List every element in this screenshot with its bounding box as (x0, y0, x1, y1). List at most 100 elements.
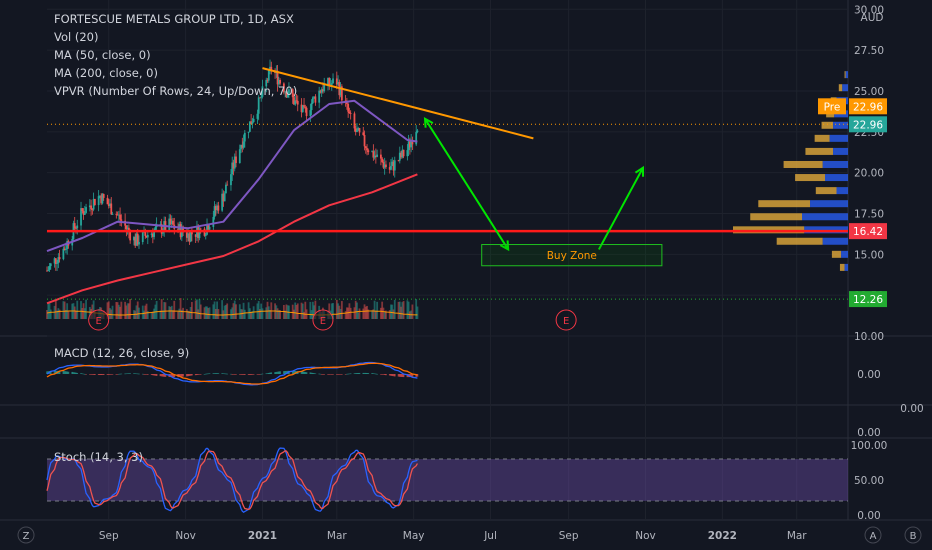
candle-body (250, 121, 253, 124)
macd-histogram-bar (72, 372, 75, 374)
volume-bar (141, 305, 144, 319)
macd-histogram-bar (194, 374, 197, 376)
macd-histogram-bar (138, 373, 140, 375)
candle-body (100, 195, 103, 204)
candle-body (109, 203, 111, 207)
volume-bar (56, 310, 58, 319)
time-tick-label: Jul (483, 530, 497, 542)
macd-histogram-bar (279, 371, 281, 374)
candle-body (232, 162, 235, 169)
vp-down-row (810, 200, 848, 208)
volume-bar (335, 299, 338, 319)
stoch-band (47, 459, 848, 501)
macd-histogram-bar (303, 371, 305, 374)
candle-body (330, 83, 333, 85)
candle-body (366, 148, 368, 151)
volume-bar (269, 310, 271, 319)
volume-ma-line (46, 310, 418, 316)
macd-histogram-bar (397, 374, 400, 377)
macd-label[interactable]: MACD (12, 26, close, 9) (54, 346, 190, 360)
vp-up-row (814, 134, 830, 142)
macd-histogram-bar (154, 374, 157, 376)
volume-bar (145, 303, 148, 319)
macd-histogram-bar (411, 374, 414, 377)
earnings-marker-label: E (95, 316, 101, 327)
candle-body (120, 219, 123, 221)
candle-body (269, 66, 271, 69)
candle-body (90, 205, 93, 210)
candle-body (362, 132, 365, 135)
candle-body (260, 96, 263, 98)
volume-bar (265, 307, 268, 319)
volume-bar (416, 306, 419, 319)
macd-histogram-bar (144, 374, 147, 375)
volume-bar (120, 301, 123, 319)
volume-bar (383, 312, 386, 319)
macd-histogram-bar (381, 374, 383, 375)
vp-up-row (805, 147, 834, 155)
candle-body (328, 78, 331, 86)
volume-bar (252, 306, 255, 319)
candle-body (88, 205, 91, 208)
vp-down-row (844, 263, 848, 271)
candle-body (357, 128, 360, 131)
macd-histogram-bar (233, 374, 236, 375)
macd-histogram-bar (153, 374, 155, 376)
candle-body (154, 227, 157, 231)
candle-body (168, 218, 171, 231)
candle-body (66, 241, 69, 250)
volume-bar (313, 305, 316, 319)
volume-bar (397, 301, 400, 319)
volume-bar (309, 301, 312, 319)
candle-body (49, 263, 52, 267)
macd-histogram-bar (203, 373, 206, 375)
candle-body (212, 216, 215, 227)
macd-histogram-bar (109, 374, 111, 375)
candle-body (401, 149, 404, 158)
volume-bar (107, 301, 110, 319)
macd-histogram-bar (118, 373, 120, 375)
volume-bar (67, 310, 70, 319)
volume-bar (251, 311, 254, 319)
volume-bar (296, 303, 299, 319)
macd-histogram-bar (276, 371, 279, 374)
volume-bar (230, 309, 232, 319)
volume-bar (135, 305, 138, 319)
volume-bar (226, 303, 229, 319)
candle-body (252, 118, 255, 123)
arrow-head (423, 116, 434, 128)
candle-body (106, 197, 109, 205)
candle-body (182, 226, 184, 233)
macd-histogram-bar (115, 374, 118, 375)
volume-bar (187, 310, 190, 319)
macd-histogram-bar (346, 373, 348, 375)
candle-body (397, 160, 400, 162)
macd-histogram-bar (179, 374, 182, 377)
chart-grid (0, 0, 932, 521)
candle-body (267, 68, 270, 81)
macd-histogram-bar (399, 374, 401, 377)
volume-bar (134, 310, 137, 319)
volume-bar (185, 309, 188, 319)
volume-bar (188, 310, 191, 319)
macd-histogram-bar (385, 374, 387, 376)
macd-histogram-bar (73, 372, 76, 374)
volume-bar (128, 303, 130, 319)
volume-bar (119, 306, 121, 319)
candle-body (241, 145, 244, 148)
candle-body (198, 228, 201, 239)
macd-histogram-bar (327, 374, 329, 375)
volume-bar (203, 307, 206, 319)
candle-body (327, 78, 329, 85)
candle-body (110, 203, 113, 215)
stoch-label[interactable]: Stoch (14, 3, 3) (54, 450, 143, 464)
candle-body (172, 220, 174, 225)
volume-bar (401, 302, 404, 319)
volume-bar (408, 311, 411, 319)
candle-body (415, 132, 418, 145)
candle-body (256, 113, 259, 119)
volume-bar (47, 302, 50, 319)
price-tick-label: 25.00 (854, 86, 884, 98)
macd-histogram-bar (415, 374, 417, 377)
